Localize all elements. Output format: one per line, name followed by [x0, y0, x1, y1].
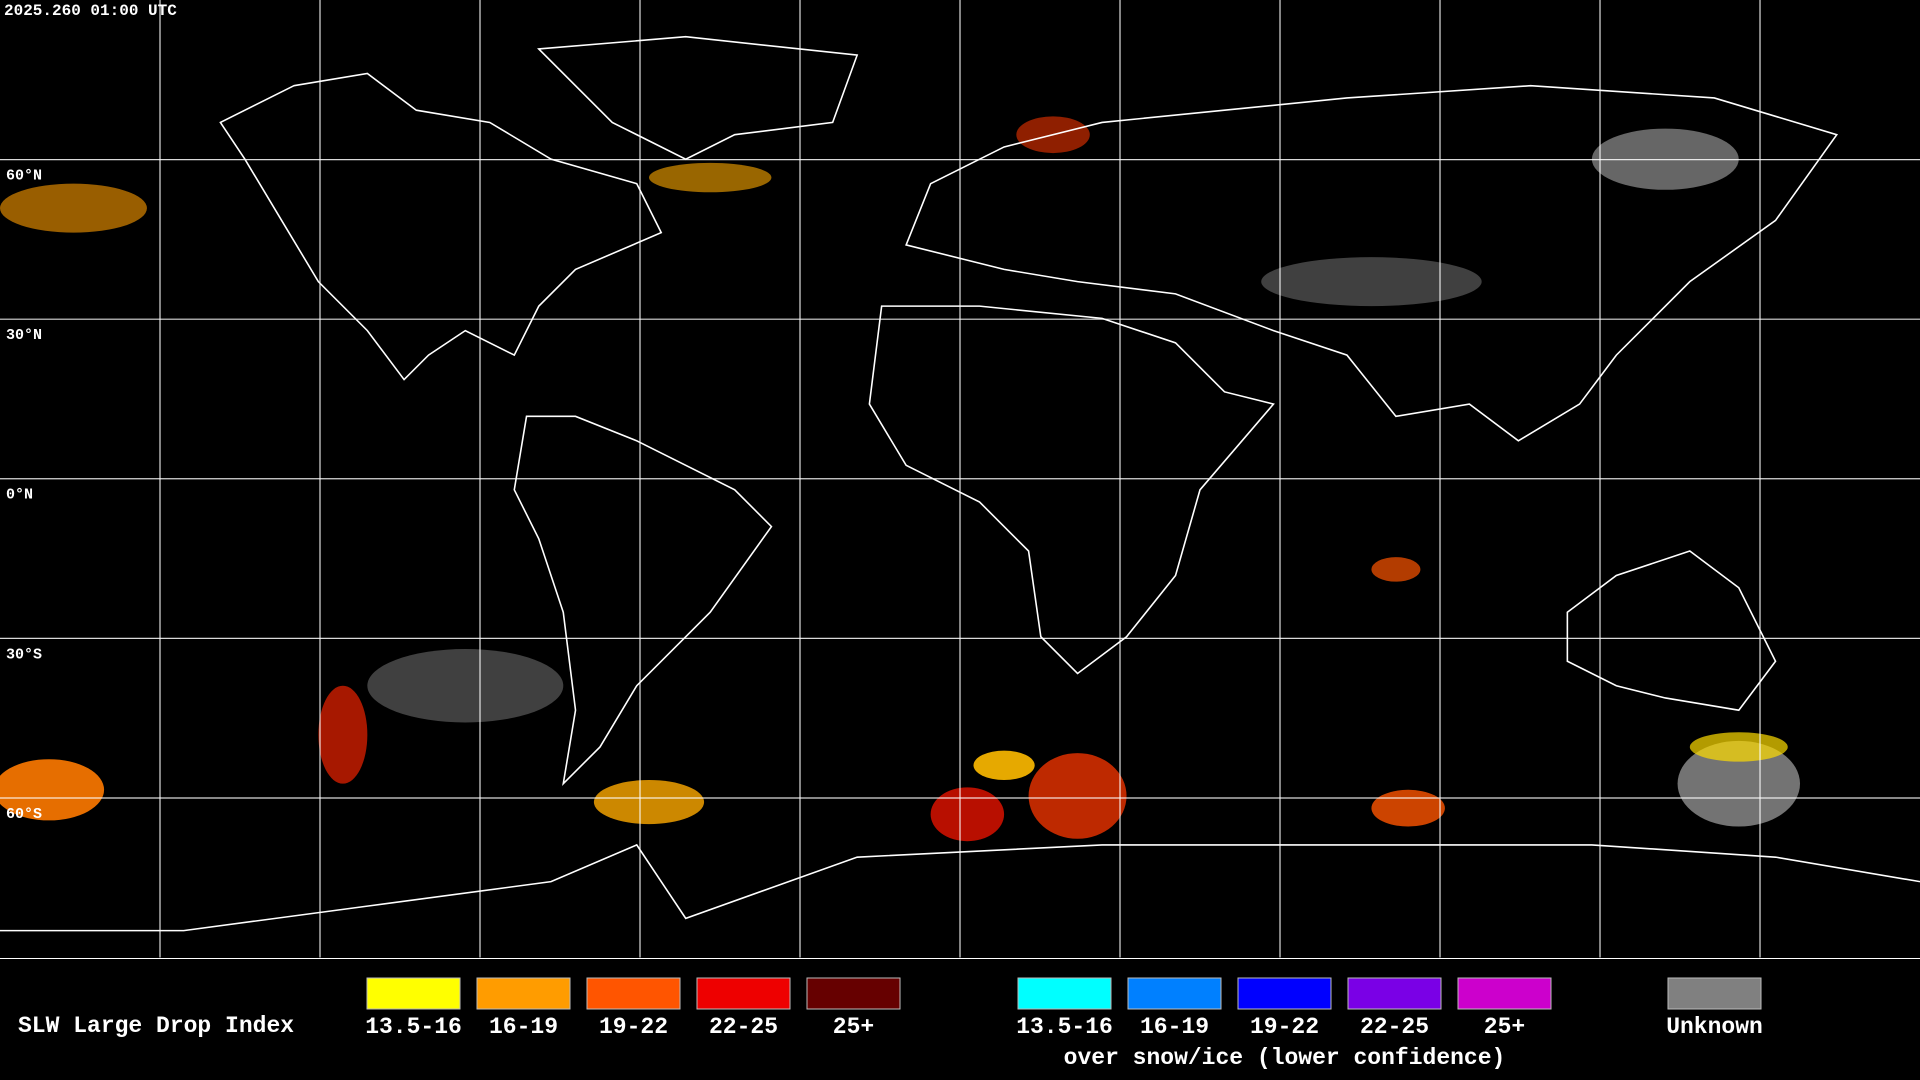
coastline	[1566, 550, 1777, 712]
coastline	[0, 843, 1920, 932]
legend-label: 25+	[1484, 1014, 1525, 1040]
graticule	[0, 0, 1920, 958]
legend-swatch	[586, 977, 681, 1010]
legend-label: 22-25	[1360, 1014, 1429, 1040]
legend-label: 19-22	[599, 1014, 668, 1040]
latitude-label: 0°N	[6, 487, 33, 504]
coastline	[537, 35, 859, 161]
latitude-label: 60°N	[6, 168, 42, 185]
latitude-label: 30°N	[6, 327, 42, 344]
cloud-patch	[1028, 753, 1127, 839]
legend-swatch	[1347, 977, 1442, 1010]
legend-swatch	[1667, 977, 1762, 1010]
legend-swatch	[1457, 977, 1552, 1010]
timestamp: 2025.260 01:00 UTC	[4, 2, 177, 20]
cloud-patch	[1689, 732, 1788, 762]
cloud-patch	[367, 648, 564, 723]
cloud-patch	[593, 780, 705, 825]
legend-label: 16-19	[1140, 1014, 1209, 1040]
coastline	[868, 305, 1275, 675]
cloud-patch	[648, 162, 772, 193]
cloud-patch	[930, 787, 1005, 842]
cloud-field	[0, 116, 1801, 842]
cloud-patch	[0, 183, 147, 233]
latitude-label: 60°S	[6, 806, 42, 823]
legend-title: SLW Large Drop Index	[18, 1013, 294, 1039]
legend-label: Unknown	[1666, 1014, 1763, 1040]
legend-label: 22-25	[709, 1014, 778, 1040]
coastline	[219, 72, 663, 381]
legend-swatch	[1127, 977, 1222, 1010]
legend-swatch	[366, 977, 461, 1010]
legend-swatch	[696, 977, 791, 1010]
cloud-patch	[318, 685, 368, 784]
legend-caption: over snow/ice (lower confidence)	[1064, 1045, 1506, 1071]
legend-label: 13.5-16	[365, 1014, 462, 1040]
cloud-patch	[0, 759, 105, 821]
legend-label: 25+	[833, 1014, 874, 1040]
map-area	[0, 0, 1920, 958]
coastline	[905, 84, 1839, 442]
legend-label: 16-19	[489, 1014, 558, 1040]
map-border	[0, 958, 1920, 959]
cloud-patch	[1677, 740, 1801, 827]
legend-label: 13.5-16	[1016, 1014, 1113, 1040]
latitude-label: 30°S	[6, 646, 42, 663]
cloud-patch	[1371, 789, 1445, 827]
cloud-patch	[973, 750, 1035, 781]
coastline	[513, 415, 773, 786]
coastlines	[0, 35, 1920, 932]
cloud-patch	[1261, 257, 1482, 307]
legend-swatch	[1017, 977, 1112, 1010]
legend-swatch	[476, 977, 571, 1010]
legend-label: 19-22	[1250, 1014, 1319, 1040]
cloud-patch	[1371, 557, 1421, 582]
legend-swatch	[1237, 977, 1332, 1010]
legend-swatch	[806, 977, 901, 1010]
